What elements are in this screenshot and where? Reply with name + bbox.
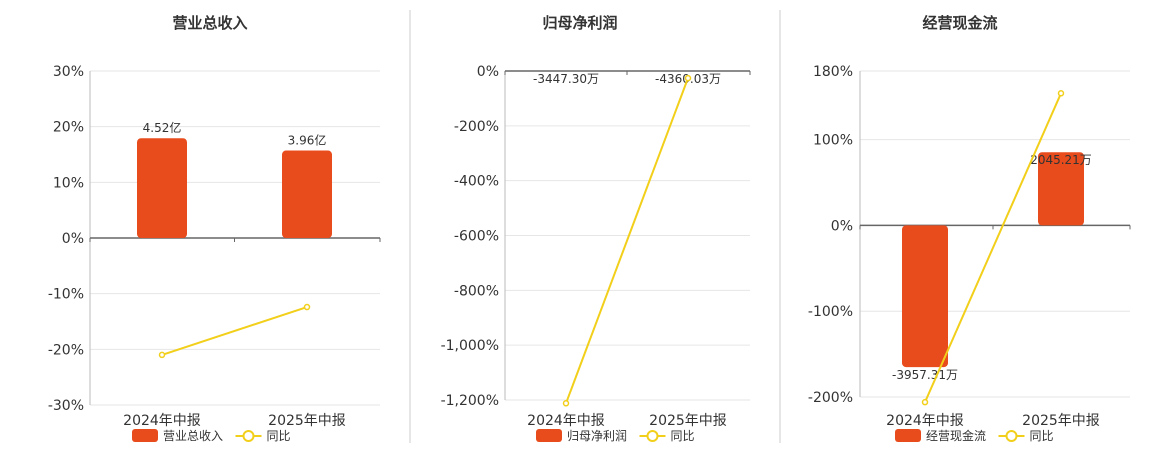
- x-tick-label: 2025年中报: [649, 413, 727, 429]
- legend-bar-label: 经营现金流: [926, 428, 986, 443]
- y-tick-label: 20%: [53, 120, 84, 136]
- y-tick-label: -1,200%: [441, 393, 499, 409]
- bar: [902, 225, 948, 368]
- chart-title: 归母净利润: [542, 14, 617, 32]
- bar: [137, 138, 187, 238]
- legend-line-label: 同比: [671, 429, 695, 443]
- y-tick-label: -200%: [808, 390, 853, 406]
- legend-line-marker: [242, 430, 255, 442]
- legend-bar-label: 营业总收入: [163, 429, 223, 443]
- chart-title: 营业总收入: [172, 14, 247, 32]
- bar-value-label: -3957.31万: [892, 368, 958, 382]
- legend-line-label: 同比: [267, 429, 291, 443]
- legend-bar-label: 归母净利润: [567, 429, 627, 443]
- yoy-point: [1057, 90, 1065, 97]
- legend-line-marker: [646, 430, 659, 442]
- yoy-point: [684, 74, 692, 82]
- bar-value-label: 4.52亿: [143, 120, 182, 135]
- y-tick-label: -800%: [454, 283, 499, 299]
- y-tick-label: 0%: [477, 64, 499, 80]
- yoy-line: [924, 92, 1062, 403]
- yoy-line: [161, 306, 308, 356]
- yoy-point: [303, 303, 311, 311]
- chart-title: 经营现金流: [922, 14, 997, 32]
- yoy-line: [565, 77, 689, 404]
- y-tick-label: -600%: [454, 229, 499, 245]
- bar: [282, 150, 332, 238]
- y-tick-label: -20%: [48, 342, 84, 358]
- legend-bar-swatch: [132, 429, 158, 442]
- y-tick-label: -400%: [454, 174, 499, 190]
- yoy-point: [921, 398, 929, 406]
- y-tick-label: 10%: [53, 175, 84, 191]
- y-tick-label: -30%: [48, 398, 84, 414]
- x-tick-label: 2025年中报: [268, 413, 346, 429]
- legend-bar-swatch: [895, 429, 921, 442]
- y-tick-label: 100%: [813, 133, 853, 149]
- y-tick-label: 30%: [53, 64, 84, 80]
- yoy-point: [158, 351, 166, 359]
- legend-bar-swatch: [536, 429, 562, 442]
- y-tick-label: -200%: [454, 119, 499, 135]
- bar-value-label: -3447.30万: [533, 72, 599, 86]
- x-tick-label: 2024年中报: [527, 413, 605, 429]
- legend-line-label: 同比: [1030, 429, 1054, 443]
- legend-line-marker: [1005, 430, 1018, 442]
- yoy-point: [562, 400, 570, 407]
- y-tick-label: 0%: [62, 231, 84, 247]
- y-tick-label: 0%: [831, 218, 853, 234]
- y-tick-label: -1,000%: [441, 338, 499, 354]
- bar-value-label: 2045.21万: [1030, 153, 1092, 167]
- y-tick-label: 180%: [813, 64, 853, 80]
- y-tick-label: -100%: [808, 304, 853, 320]
- x-tick-label: 2024年中报: [886, 413, 964, 429]
- bar: [1038, 152, 1084, 226]
- x-tick-label: 2025年中报: [1022, 413, 1100, 429]
- bar-value-label: 3.96亿: [288, 133, 327, 148]
- y-tick-label: -10%: [48, 287, 84, 303]
- x-tick-label: 2024年中报: [123, 413, 201, 429]
